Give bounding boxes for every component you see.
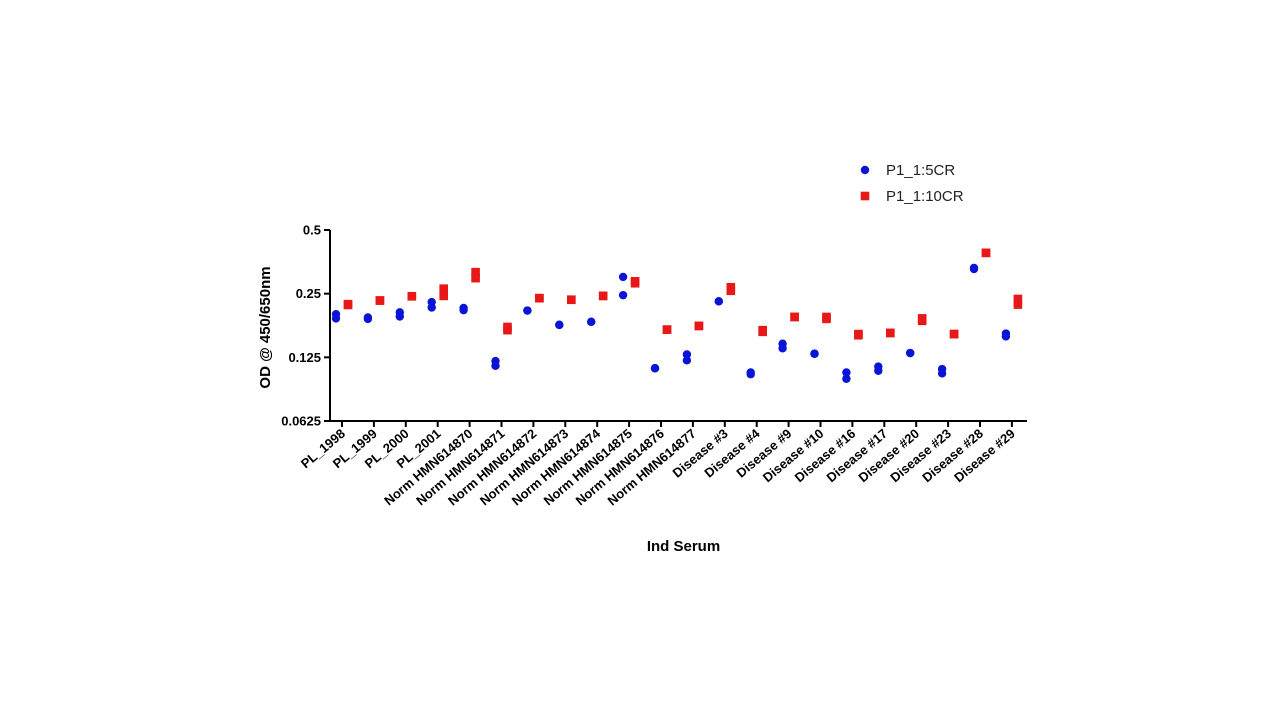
data-point-circle: [714, 297, 723, 306]
y-axis-ticks: 0.0625 0.125 0.25 0.5: [281, 223, 330, 429]
y-tick-label: 0.5: [303, 223, 321, 238]
data-point-circle: [650, 364, 660, 373]
data-point-square: [1013, 294, 1023, 304]
y-tick-label: 0.125: [288, 350, 321, 365]
legend-marker-circle: [860, 165, 870, 175]
data-point-circle: [937, 369, 947, 378]
data-point-square: [694, 321, 704, 331]
data-point-circle: [1001, 332, 1011, 341]
data-point-square: [598, 291, 608, 301]
data-point-circle: [587, 317, 596, 327]
legend-label: P1_1:10CR: [886, 188, 964, 205]
data-point-circle: [395, 312, 404, 321]
data-point-square: [567, 295, 576, 305]
data-point-circle: [778, 344, 787, 353]
data-point-square: [407, 291, 417, 301]
legend-label: P1_1:5CR: [886, 162, 955, 179]
data-point-circle: [810, 349, 819, 358]
data-point-square: [726, 286, 736, 296]
data-point-square: [886, 328, 895, 338]
legend: P1_1:5CR P1_1:10CR: [860, 162, 964, 205]
data-point-square: [1013, 300, 1023, 309]
data-point-square: [949, 329, 959, 339]
data-point-circle: [618, 290, 628, 300]
data-point-circle: [459, 305, 468, 315]
data-point-square: [822, 314, 831, 324]
data-point-square: [503, 325, 512, 335]
data-point-square: [439, 284, 448, 293]
data-point-circle: [491, 361, 500, 370]
data-point-circle: [555, 320, 564, 330]
legend-marker-square: [860, 191, 870, 201]
data-point-circle: [427, 303, 436, 312]
data-point-square: [630, 278, 640, 288]
data-point-circle: [363, 314, 373, 324]
data-point-square: [471, 273, 480, 283]
data-point-circle: [874, 366, 883, 375]
data-point-circle: [842, 374, 851, 383]
data-point-square: [981, 248, 991, 258]
data-point-square: [439, 291, 448, 301]
y-axis-title: OD @ 450/650nm: [257, 266, 274, 388]
data-point-square: [375, 296, 385, 305]
data-point-square: [343, 300, 353, 310]
data-point-circle: [746, 370, 755, 379]
data-point-circle: [331, 314, 341, 323]
data-point-circle: [842, 368, 851, 377]
data-point-square: [662, 325, 672, 334]
x-axis-title: Ind Serum: [647, 538, 720, 555]
data-point-square: [471, 267, 480, 277]
data-point-circle: [523, 306, 532, 315]
data-point-circle: [906, 348, 915, 358]
data-point-circle: [969, 264, 979, 274]
data-point-square: [758, 327, 767, 337]
data-point-square: [535, 293, 544, 303]
data-point-square: [854, 330, 863, 340]
data-points: [331, 248, 1023, 383]
data-point-circle: [682, 356, 692, 365]
data-point-square: [917, 316, 927, 326]
y-tick-label: 0.0625: [281, 414, 321, 429]
data-point-square: [790, 312, 799, 322]
y-tick-label: 0.25: [296, 286, 321, 301]
data-point-circle: [618, 272, 628, 282]
data-point-circle: [682, 350, 692, 359]
